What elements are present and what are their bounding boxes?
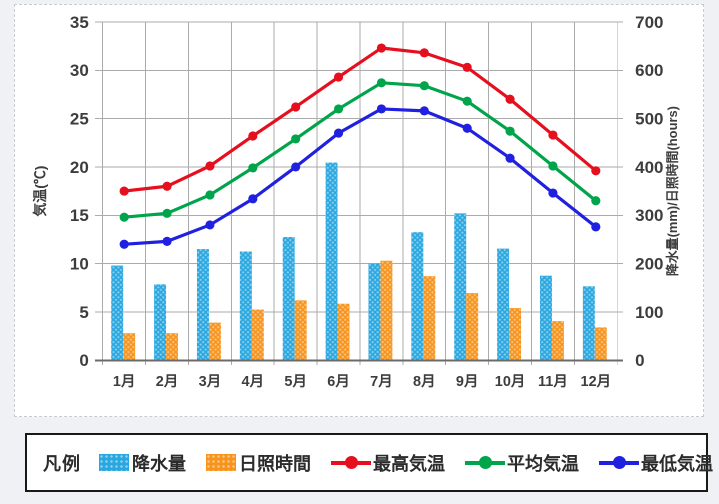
legend-label-max-temp: 最高気温: [373, 453, 445, 474]
chart-panel: 0 5 10 15 20 25 30 35 0 100 200 300 400 500 600 700 1月 2月…: [14, 4, 704, 417]
svg-text:11月: 11月: [538, 373, 568, 390]
bar-日照時間-11月: [551, 321, 564, 361]
bar-日照時間-6月: [337, 303, 350, 361]
bar-降水量-11月: [539, 275, 552, 361]
svg-text:600: 600: [635, 61, 663, 80]
svg-text:30: 30: [70, 61, 89, 80]
svg-text:2月: 2月: [156, 373, 178, 390]
bar-降水量-10月: [497, 248, 510, 361]
bars-降水量: [111, 162, 595, 361]
svg-text:500: 500: [635, 110, 663, 129]
bar-日照時間-12月: [594, 327, 607, 361]
svg-text:6月: 6月: [327, 373, 349, 390]
svg-text:0: 0: [635, 351, 644, 370]
bar-降水量-5月: [282, 237, 295, 361]
bar-日照時間-7月: [380, 260, 393, 361]
svg-text:1月: 1月: [113, 373, 135, 390]
bar-降水量-12月: [582, 286, 595, 361]
svg-text:10: 10: [70, 255, 89, 274]
line-最高気温: [119, 43, 601, 196]
bar-日照時間-10月: [509, 308, 522, 361]
svg-text:3月: 3月: [199, 373, 221, 390]
bar-日照時間-5月: [294, 300, 307, 361]
svg-text:9月: 9月: [456, 373, 478, 390]
svg-text:200: 200: [635, 255, 663, 274]
svg-text:300: 300: [635, 206, 663, 225]
gridlines: [94, 21, 624, 366]
line-最低気温: [119, 104, 601, 249]
legend-label-min-temp: 最低気温: [641, 453, 713, 474]
bar-日照時間-3月: [208, 322, 221, 361]
svg-text:15: 15: [70, 206, 89, 225]
precipitation-swatch-icon: [99, 454, 129, 471]
svg-text:400: 400: [635, 158, 663, 177]
right-axis-title: 降水量(mm)/日照時間(hours): [665, 106, 680, 276]
svg-text:4月: 4月: [242, 373, 264, 390]
legend-item-sunshine: 日照時間: [206, 450, 311, 476]
svg-text:5: 5: [79, 303, 88, 322]
legend-title: 凡例: [43, 453, 81, 474]
svg-text:5月: 5月: [284, 373, 306, 390]
legend-label-precipitation: 降水量: [132, 453, 186, 474]
bar-日照時間-2月: [166, 333, 179, 361]
avg-temp-line-marker-icon: [465, 455, 505, 470]
svg-text:12月: 12月: [581, 373, 612, 390]
bar-降水量-1月: [111, 265, 124, 361]
sunshine-swatch-icon: [206, 454, 236, 471]
svg-text:0: 0: [79, 351, 88, 370]
line-平均気温: [119, 78, 601, 222]
bar-series: [111, 162, 607, 361]
combo-chart: 0 5 10 15 20 25 30 35 0 100 200 300 400 500 600 700 1月 2月…: [32, 13, 680, 390]
bar-日照時間-9月: [466, 293, 479, 361]
svg-text:700: 700: [635, 13, 663, 32]
axis-tick-labels: 0 5 10 15 20 25 30 35 0 100 200 300 400 500 600 700: [70, 13, 664, 370]
bar-日照時間-8月: [423, 276, 436, 361]
svg-text:10月: 10月: [495, 373, 526, 390]
legend-item-max-temp: 最高気温: [331, 450, 445, 476]
svg-text:35: 35: [70, 13, 89, 32]
bar-降水量-8月: [411, 232, 424, 361]
legend-label-avg-temp: 平均気温: [507, 453, 579, 474]
bar-降水量-3月: [196, 249, 209, 361]
bar-降水量-4月: [239, 251, 252, 361]
max-temp-line-marker-icon: [331, 455, 371, 470]
bar-日照時間-4月: [251, 309, 264, 361]
svg-text:7月: 7月: [370, 373, 392, 390]
bar-降水量-2月: [154, 284, 167, 361]
legend-item-avg-temp: 平均気温: [465, 450, 579, 476]
svg-text:25: 25: [70, 110, 89, 129]
min-temp-line-marker-icon: [599, 455, 639, 470]
svg-text:100: 100: [635, 303, 663, 322]
legend-item-precipitation: 降水量: [99, 450, 186, 476]
svg-text:20: 20: [70, 158, 89, 177]
bar-降水量-9月: [454, 213, 467, 361]
x-axis-labels: 1月 2月 3月 4月 5月 6月 7月 8月 9月 10月 11月 12月: [113, 373, 611, 390]
bar-降水量-6月: [325, 162, 338, 361]
bars-日照時間: [123, 260, 607, 361]
legend-panel: 凡例 降水量 日照時間 最高気温 平均気温 最低気温: [25, 433, 713, 492]
legend-item-min-temp: 最低気温: [599, 450, 713, 476]
bar-日照時間-1月: [123, 333, 136, 361]
left-axis-title: 気温(℃): [32, 166, 48, 217]
svg-text:8月: 8月: [413, 373, 435, 390]
bar-降水量-7月: [368, 263, 381, 361]
legend-label-sunshine: 日照時間: [239, 453, 311, 474]
